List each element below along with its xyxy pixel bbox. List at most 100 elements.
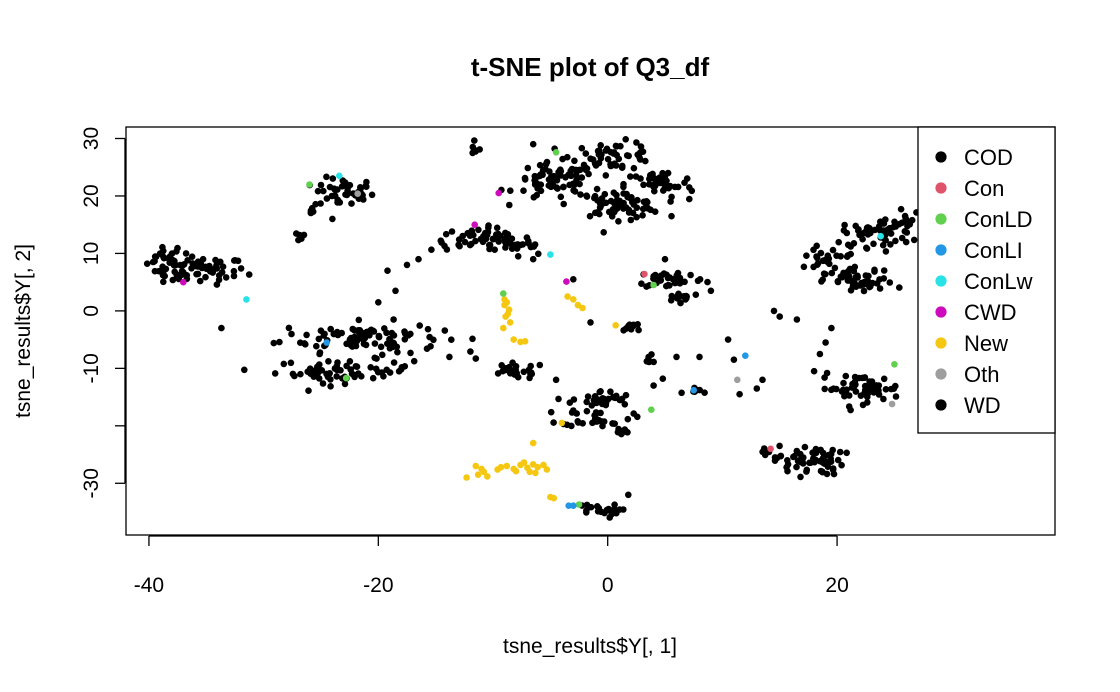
point-black (664, 274, 672, 282)
point-black (677, 299, 684, 307)
point-black (871, 268, 878, 275)
point-black (506, 239, 514, 247)
point-black (860, 287, 868, 295)
point-black (519, 241, 527, 248)
point-black (622, 136, 629, 143)
point-black (333, 373, 341, 380)
point-oth (888, 400, 896, 408)
point-black (438, 239, 445, 246)
point-black (161, 272, 168, 280)
point-black (593, 185, 601, 193)
point-black (334, 359, 341, 366)
point-black (546, 168, 553, 175)
point-black (506, 363, 513, 371)
point-new (484, 473, 491, 480)
point-black (831, 264, 839, 272)
point-black (707, 287, 715, 295)
point-black (583, 407, 591, 415)
point-black (502, 244, 509, 251)
point-black (642, 157, 649, 165)
point-black (793, 463, 800, 471)
point-black (346, 358, 354, 365)
point-new (543, 466, 551, 473)
point-black (621, 401, 629, 408)
point-black (337, 367, 344, 374)
point-black (770, 307, 778, 315)
point-black (862, 272, 870, 279)
point-black (876, 285, 884, 292)
point-black (455, 241, 462, 249)
point-black (573, 176, 580, 184)
point-black (539, 167, 547, 174)
point-black (159, 243, 166, 251)
point-black (555, 168, 562, 176)
point-black (300, 231, 308, 239)
point-black (323, 195, 331, 202)
point-black (597, 409, 604, 417)
point-black (851, 382, 858, 390)
point-black (613, 392, 620, 400)
point-black (188, 265, 195, 272)
point-conlw (547, 251, 554, 258)
point-black (651, 182, 659, 190)
legend-marker-new (935, 337, 947, 349)
point-black (776, 442, 783, 450)
point-black (357, 333, 365, 340)
point-black (594, 147, 602, 155)
point-black (521, 174, 529, 182)
point-black (485, 224, 492, 232)
point-black (533, 180, 541, 187)
point-black (230, 267, 238, 275)
point-black (511, 371, 518, 378)
point-black (288, 330, 295, 338)
points-layer (143, 136, 928, 521)
point-black (623, 152, 631, 159)
point-black (864, 279, 872, 286)
point-black (673, 353, 680, 361)
point-black (890, 385, 898, 393)
point-black (692, 291, 700, 299)
point-black (328, 192, 336, 200)
point-black (661, 255, 669, 263)
y-axis-label: tsne_results$Y[, 2] (12, 244, 35, 418)
point-black (817, 249, 825, 257)
point-black (822, 339, 829, 346)
point-black (646, 175, 653, 183)
point-black (686, 184, 693, 191)
point-black (178, 267, 186, 275)
point-black (547, 183, 555, 191)
point-black (575, 166, 583, 174)
point-black (810, 367, 818, 375)
point-new (503, 299, 511, 306)
point-black (892, 393, 900, 400)
point-conld (342, 374, 350, 382)
legend: COD Con ConLD ConLI ConLw CWD New Oth WD (917, 126, 1056, 434)
point-black (593, 418, 601, 425)
point-black (471, 137, 478, 144)
point-black (379, 351, 386, 359)
point-black (803, 468, 810, 475)
point-black (329, 175, 337, 182)
point-black (306, 365, 314, 373)
point-black (583, 193, 591, 200)
point-black (280, 360, 288, 368)
point-black (730, 356, 738, 364)
legend-marker-conli (935, 244, 947, 256)
point-black (600, 418, 608, 425)
point-black (870, 389, 878, 396)
point-black (865, 389, 872, 397)
point-black (605, 208, 613, 216)
point-black (536, 361, 544, 369)
point-black (327, 383, 334, 390)
point-black (622, 391, 630, 399)
point-black (598, 396, 606, 404)
point-black (645, 356, 652, 363)
point-black (630, 410, 637, 417)
point-black (512, 366, 519, 373)
point-new (550, 494, 558, 502)
point-oth (734, 376, 741, 384)
point-black (555, 395, 562, 403)
point-black (156, 250, 164, 257)
legend-marker-conlw (935, 275, 947, 287)
point-black (351, 327, 358, 334)
